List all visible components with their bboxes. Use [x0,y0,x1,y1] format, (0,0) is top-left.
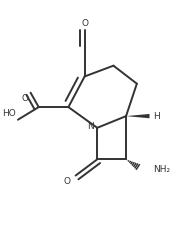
Text: NH₂: NH₂ [153,165,170,174]
Text: H: H [153,112,160,121]
Text: O: O [22,94,29,103]
Text: N: N [87,122,93,130]
Text: O: O [63,177,70,186]
Text: O: O [81,19,88,28]
Polygon shape [126,114,149,118]
Text: HO: HO [2,109,16,118]
